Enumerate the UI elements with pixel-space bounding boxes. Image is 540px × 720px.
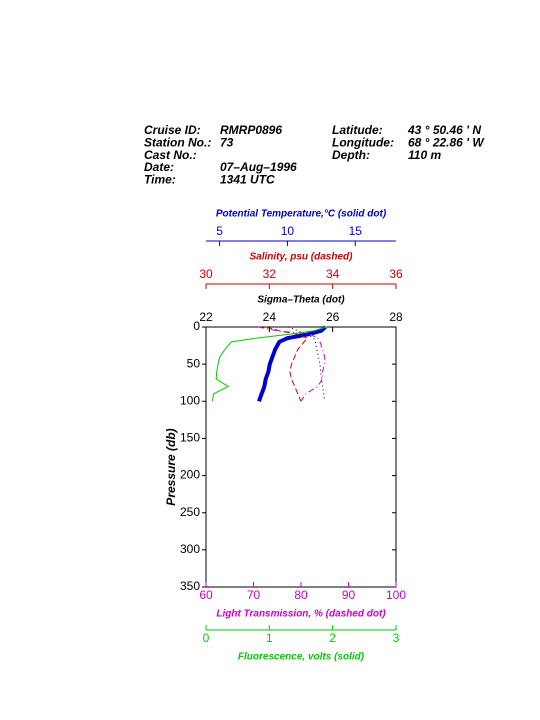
header-label: Cast No.: — [144, 148, 197, 162]
axis-name: Light Transmission, % (dashed dot) — [216, 609, 386, 620]
profile-line — [288, 326, 326, 402]
x-tick-label: 24 — [263, 310, 277, 324]
x-tick-label: 60 — [199, 588, 213, 602]
x-tick-label: 0 — [203, 631, 210, 645]
header-label: Cruise ID: — [144, 123, 201, 137]
y-tick-label: 300 — [180, 542, 200, 556]
x-tick-label: 2 — [329, 631, 336, 645]
profile-line — [266, 326, 309, 402]
axis-name: Fluorescence, volts (solid) — [238, 652, 365, 663]
x-tick-label: 28 — [389, 310, 403, 324]
y-tick-label: 100 — [180, 393, 200, 407]
x-tick-label: 80 — [294, 588, 308, 602]
x-tick-label: 70 — [247, 588, 261, 602]
plot-frame — [205, 326, 397, 588]
y-tick-label: 200 — [180, 468, 200, 482]
header-value: 43 ° 50.46 ' N — [407, 123, 481, 137]
x-tick-label: 22 — [199, 310, 213, 324]
header-label: Depth: — [332, 148, 370, 162]
x-tick-label: 100 — [386, 588, 406, 602]
header-label: Longitude: — [332, 135, 394, 149]
header-label: Latitude: — [332, 123, 383, 137]
header-value: 110 m — [408, 148, 441, 162]
x-tick-label: 90 — [342, 588, 356, 602]
header-label: Time: — [144, 172, 176, 186]
profile-line — [211, 326, 327, 402]
x-tick-label: 10 — [281, 224, 295, 238]
header-value: 1341 UTC — [220, 172, 275, 186]
header-value: 07–Aug–1996 — [220, 160, 297, 174]
axis-name: Salinity, psu (dashed) — [250, 252, 354, 263]
axis-name: Potential Temperature,°C (solid dot) — [216, 209, 387, 220]
y-tick-label: 50 — [187, 356, 201, 370]
y-tick-label: 150 — [180, 431, 200, 445]
header-value: 73 — [220, 135, 234, 149]
x-tick-label: 34 — [326, 267, 340, 281]
y-tick-label: 250 — [180, 505, 200, 519]
x-tick-label: 26 — [326, 310, 340, 324]
x-tick-label: 30 — [199, 267, 213, 281]
header-value: RMRP0896 — [220, 123, 282, 137]
y-tick-label: 350 — [180, 579, 200, 593]
axis-name: Sigma–Theta (dot) — [257, 295, 345, 306]
profile-line — [257, 325, 327, 402]
x-tick-label: 1 — [266, 631, 273, 645]
y-tick-label: 0 — [193, 319, 200, 333]
x-tick-label: 32 — [263, 267, 277, 281]
x-tick-label: 36 — [389, 267, 403, 281]
header-label: Station No.: — [144, 135, 211, 149]
x-tick-label: 15 — [349, 224, 363, 238]
header-value: 68 ° 22.86 ' W — [408, 135, 485, 149]
profile-line — [258, 326, 326, 402]
x-tick-label: 3 — [393, 631, 400, 645]
x-tick-label: 5 — [216, 224, 223, 238]
header-label: Date: — [144, 160, 174, 174]
y-axis-title: Pressure (db) — [164, 428, 178, 505]
